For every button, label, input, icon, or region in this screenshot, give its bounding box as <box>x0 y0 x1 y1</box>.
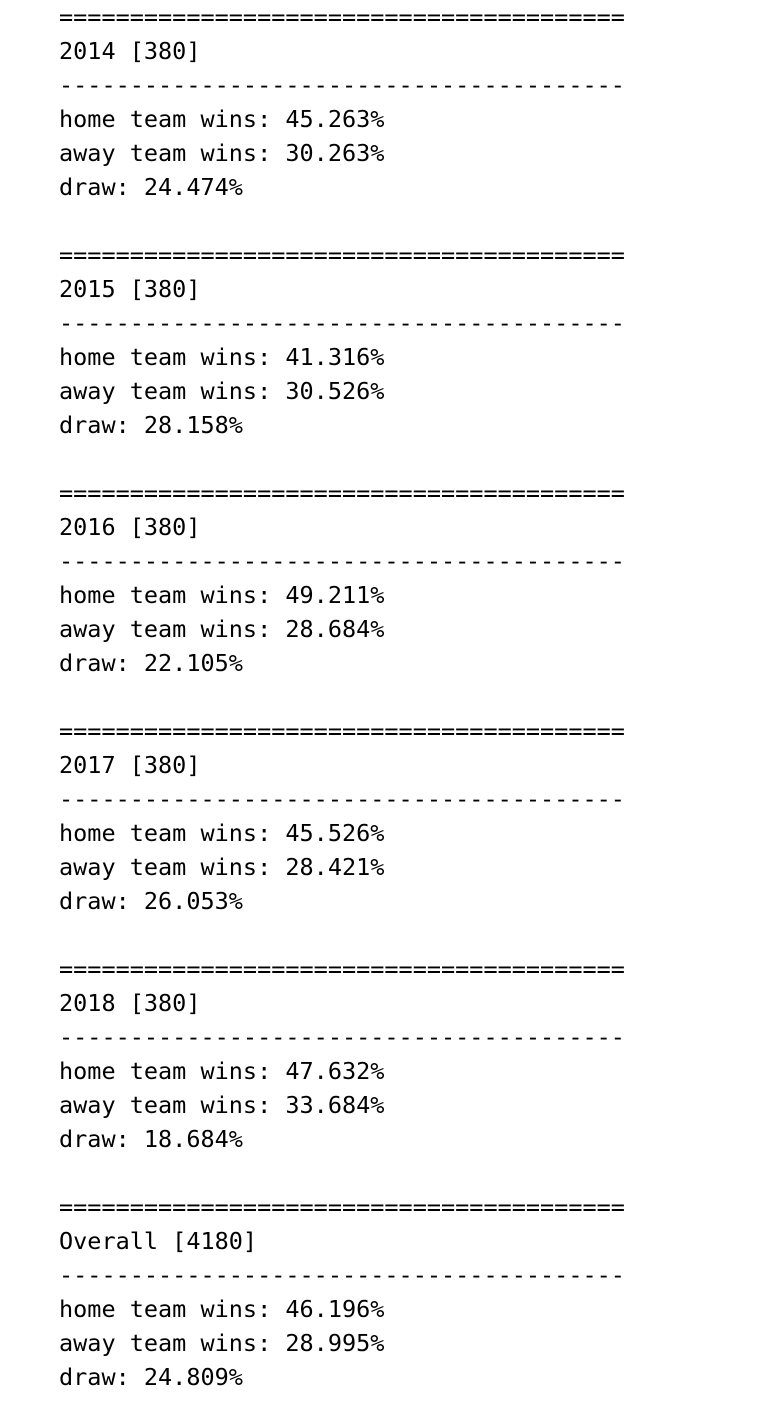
separator-minor: ---------------------------------------- <box>59 1023 625 1051</box>
draw-line: draw: 18.684% <box>59 1125 243 1153</box>
season-header: 2015 [380] <box>59 275 201 303</box>
season-header: 2018 [380] <box>59 989 201 1017</box>
separator-minor: ---------------------------------------- <box>59 1261 625 1289</box>
season-block-2015: ========================================… <box>59 238 759 476</box>
separator-major: ======================================== <box>59 955 625 983</box>
separator-major: ======================================== <box>59 241 625 269</box>
away-wins-line: away team wins: 30.526% <box>59 377 385 405</box>
season-block-overall: ========================================… <box>59 1190 759 1428</box>
home-wins-line: home team wins: 49.211% <box>59 581 385 609</box>
away-wins-line: away team wins: 28.421% <box>59 853 385 881</box>
home-wins-line: home team wins: 45.526% <box>59 819 385 847</box>
separator-minor: ---------------------------------------- <box>59 71 625 99</box>
season-header: 2016 [380] <box>59 513 201 541</box>
away-wins-line: away team wins: 30.263% <box>59 139 385 167</box>
season-header: 2014 [380] <box>59 37 201 65</box>
separator-major: ======================================== <box>59 717 625 745</box>
home-wins-line: home team wins: 46.196% <box>59 1295 385 1323</box>
season-block-2014: ========================================… <box>59 0 759 238</box>
away-wins-line: away team wins: 33.684% <box>59 1091 385 1119</box>
away-wins-line: away team wins: 28.684% <box>59 615 385 643</box>
draw-line: draw: 24.809% <box>59 1363 243 1391</box>
separator-major: ======================================== <box>59 1193 625 1221</box>
separator-minor: ---------------------------------------- <box>59 309 625 337</box>
season-block-2017: ========================================… <box>59 714 759 952</box>
separator-minor: ---------------------------------------- <box>59 785 625 813</box>
season-block-2018: ========================================… <box>59 952 759 1190</box>
draw-line: draw: 26.053% <box>59 887 243 915</box>
separator-minor: ---------------------------------------- <box>59 547 625 575</box>
console-output: ========================================… <box>59 0 759 1428</box>
draw-line: draw: 24.474% <box>59 173 243 201</box>
season-header: 2017 [380] <box>59 751 201 779</box>
draw-line: draw: 28.158% <box>59 411 243 439</box>
home-wins-line: home team wins: 41.316% <box>59 343 385 371</box>
draw-line: draw: 22.105% <box>59 649 243 677</box>
home-wins-line: home team wins: 47.632% <box>59 1057 385 1085</box>
season-block-2016: ========================================… <box>59 476 759 714</box>
season-header: Overall [4180] <box>59 1227 258 1255</box>
separator-major: ======================================== <box>59 3 625 31</box>
separator-major: ======================================== <box>59 479 625 507</box>
away-wins-line: away team wins: 28.995% <box>59 1329 385 1357</box>
home-wins-line: home team wins: 45.263% <box>59 105 385 133</box>
